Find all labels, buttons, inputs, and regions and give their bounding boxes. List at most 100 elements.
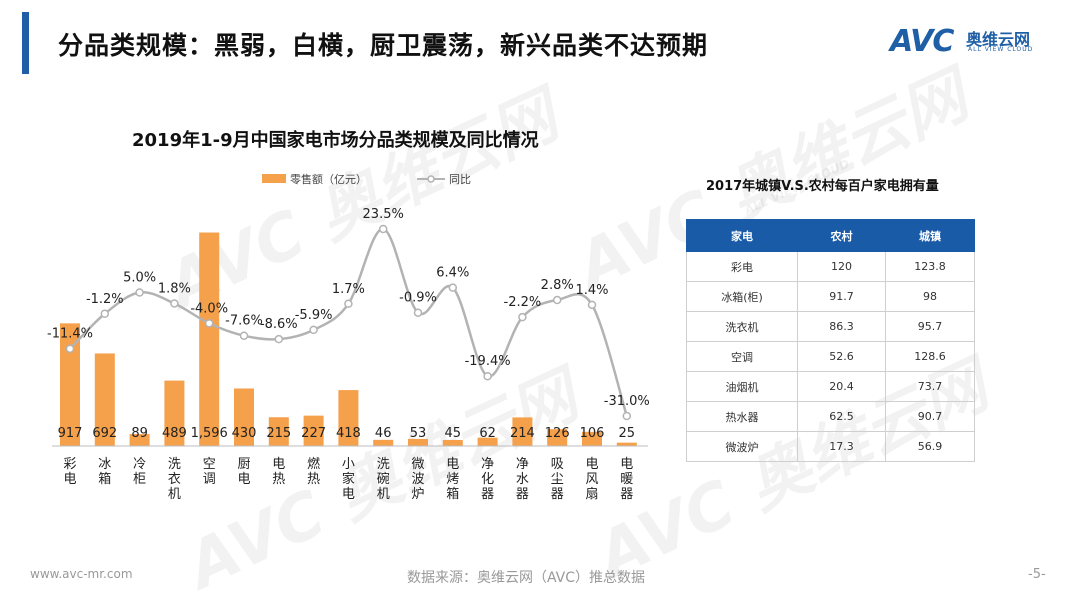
data-source: 数据来源：奥维云网（AVC）推总数据: [407, 570, 646, 586]
chart-title: 2019年1-9月中国家电市场分品类规模及同比情况: [132, 130, 539, 151]
category-label: 净水器: [516, 457, 529, 502]
category-label: 彩电: [63, 457, 76, 487]
logo-en-name: ALL VIEW CLOUD: [968, 46, 1034, 53]
category-label: 净化器: [481, 457, 494, 502]
avc-logo: AVC 奥维云网 ALL VIEW CLOUD: [890, 22, 1060, 62]
bar: [94, 353, 115, 446]
bar-value-label: 917: [58, 426, 83, 441]
table-header-row: 家电 农村 城镇: [686, 219, 975, 252]
category-label: 洗碗机: [377, 457, 390, 502]
bar: [164, 380, 185, 446]
cell-urban: 98: [885, 281, 975, 312]
bar: [199, 232, 220, 446]
cell-urban: 90.7: [885, 401, 975, 432]
category-label: 电烤箱: [446, 457, 459, 502]
bar: [60, 323, 80, 446]
yoy-point: [518, 312, 527, 322]
yoy-point: [622, 411, 632, 421]
cell-urban: 123.8: [885, 251, 975, 282]
bar-value-label: 46: [375, 426, 392, 441]
yoy-point: [378, 224, 388, 234]
bar: [512, 417, 533, 446]
yoy-value-label: 1.4%: [575, 283, 608, 298]
cell-rural: 17.3: [797, 431, 886, 462]
bar-value-label: 692: [92, 426, 117, 441]
cell-rural: 86.3: [797, 311, 886, 342]
yoy-point: [587, 300, 597, 310]
cell-appliance: 洗衣机: [686, 311, 798, 342]
bar-value-label: 227: [301, 426, 326, 441]
category-label: 微波炉: [411, 457, 424, 502]
yoy-value-label: 2.8%: [541, 278, 574, 293]
bar-line-chart: 零售额（亿元） 同比 917 692 89 489 1,596 430 215 227 418 46 5…: [47, 172, 650, 502]
cell-urban: 95.7: [885, 311, 975, 342]
category-label: 洗衣机: [168, 457, 181, 502]
yoy-value-label: 5.0%: [123, 270, 156, 285]
cell-rural: 52.6: [797, 341, 886, 372]
table-row: 彩电 120 123.8: [686, 251, 975, 282]
bar-value-label: 214: [510, 426, 535, 441]
category-label: 冷柜: [133, 457, 146, 487]
yoy-value-label: 6.4%: [436, 266, 469, 281]
bar: [338, 390, 359, 446]
cell-rural: 91.7: [797, 281, 886, 312]
yoy-value-label: -1.2%: [86, 292, 124, 307]
page-number: -5-: [1028, 567, 1046, 582]
table-row: 空调 52.6 128.6: [686, 341, 975, 372]
yoy-value-label: -31.0%: [604, 394, 650, 409]
yoy-point: [100, 309, 110, 319]
cell-appliance: 油烟机: [686, 371, 798, 402]
yoy-point: [413, 308, 423, 317]
yoy-point: [344, 299, 353, 309]
bar-value-label: 53: [410, 426, 427, 441]
bar-value-label: 418: [336, 426, 361, 441]
yoy-point: [274, 334, 284, 344]
yoy-value-label: -7.6%: [225, 314, 263, 329]
category-label: 电暖器: [620, 457, 633, 502]
bar-value-label: 489: [162, 426, 187, 441]
yoy-point: [65, 344, 75, 353]
cell-rural: 120: [797, 251, 886, 282]
yoy-point: [448, 283, 458, 292]
yoy-value-label: 1.8%: [158, 281, 191, 296]
bar: [373, 439, 394, 446]
category-label: 厨电: [237, 457, 250, 487]
cell-appliance: 微波炉: [686, 431, 798, 462]
logo-cn-name: 奥维云网: [966, 30, 1031, 49]
bar-value-label: 430: [232, 426, 257, 441]
yoy-line: [69, 227, 628, 417]
category-label: 电热: [272, 457, 285, 487]
yoy-point: [552, 295, 562, 305]
bar-value-label: 25: [619, 426, 636, 441]
bar: [408, 438, 428, 446]
bar: [582, 431, 602, 446]
category-label: 空调: [203, 457, 216, 487]
yoy-value-label: -11.4%: [47, 327, 93, 342]
category-label: 小家电: [342, 457, 355, 502]
bar: [616, 442, 637, 446]
table-row: 洗衣机 86.3 95.7: [686, 311, 975, 342]
category-label: 燃热: [307, 456, 320, 487]
cell-urban: 56.9: [885, 431, 975, 462]
cell-urban: 128.6: [885, 341, 975, 372]
category-label: 冰箱: [98, 457, 111, 487]
ownership-table: 家电 农村 城镇 彩电 120 123.8 冰箱(柜) 91.7 98 洗衣机 86.3 9…: [686, 219, 975, 462]
bar: [303, 415, 324, 446]
header-rural: 农村: [797, 219, 886, 252]
category-label: 电风扇: [585, 457, 598, 502]
table-row: 油烟机 20.4 73.7: [686, 371, 975, 402]
cell-appliance: 冰箱(柜): [686, 281, 798, 312]
table-row: 冰箱(柜) 91.7 98: [686, 281, 975, 312]
bar-value-label: 45: [445, 426, 462, 441]
footer-url: www.avc-mr.com: [30, 567, 133, 581]
bar-value-label: 126: [545, 426, 570, 441]
cell-rural: 20.4: [797, 371, 886, 402]
bar: [442, 439, 463, 446]
bar: [129, 434, 150, 446]
cell-appliance: 热水器: [686, 401, 798, 432]
bar-value-label: 106: [580, 426, 605, 441]
yoy-value-label: 23.5%: [363, 207, 404, 222]
yoy-point: [239, 331, 249, 340]
header-urban: 城镇: [885, 219, 975, 252]
bar: [547, 429, 568, 446]
